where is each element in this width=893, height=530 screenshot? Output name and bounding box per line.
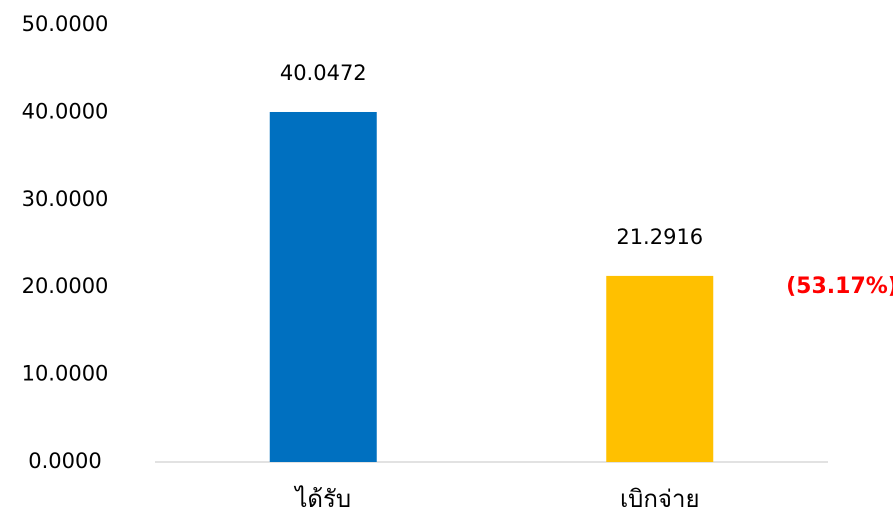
y-tick-label: 50.0000 <box>22 12 109 36</box>
x-tick-label: เบิกจ่าย <box>620 485 700 513</box>
y-tick-label: 40.0000 <box>22 99 109 123</box>
data-label: 21.2916 <box>616 225 703 249</box>
bar <box>606 275 714 462</box>
y-tick-label: 30.0000 <box>22 187 109 211</box>
y-tick-label: 20.0000 <box>22 274 109 298</box>
x-tick-label: ได้รับ <box>293 485 351 513</box>
y-tick-label: 10.0000 <box>22 362 109 386</box>
bar <box>269 111 377 462</box>
annotation: (53.17%) <box>786 274 893 299</box>
y-tick-label: 0.0000 <box>28 449 101 473</box>
data-label: 40.0472 <box>280 61 367 85</box>
